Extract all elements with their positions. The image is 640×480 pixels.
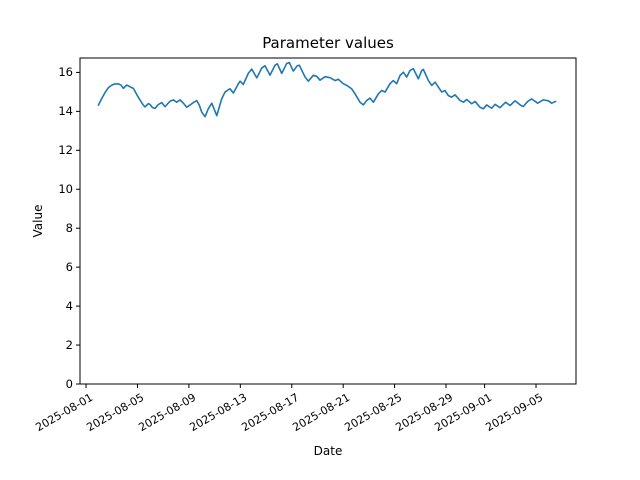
y-tick-label: 14 [58,103,73,118]
y-tick-label: 8 [65,220,73,235]
axes-frame [79,57,577,385]
y-tick-label: 10 [58,181,73,196]
x-axis-label: Date [313,444,343,458]
y-tick-label: 0 [65,376,73,391]
y-tick-label: 6 [65,259,73,274]
y-tick-label: 12 [58,142,73,157]
y-tick-label: 4 [65,298,73,313]
chart-title: Parameter values [262,34,394,52]
y-tick-label: 16 [58,64,73,79]
series-line [97,61,557,118]
y-tick-label: 2 [65,337,73,352]
